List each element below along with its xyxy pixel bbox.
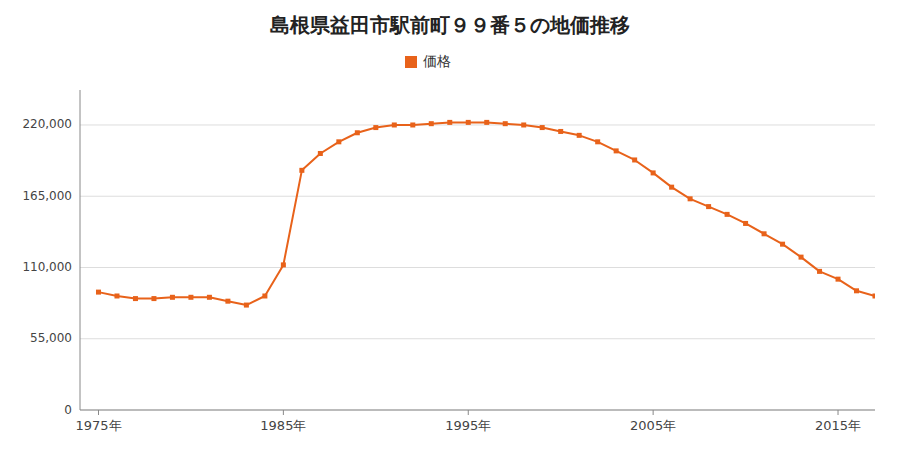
marker	[318, 151, 323, 156]
marker	[299, 168, 304, 173]
marker	[632, 157, 637, 162]
marker	[503, 121, 508, 126]
marker	[466, 120, 471, 125]
marker	[836, 277, 841, 282]
marker	[762, 231, 767, 236]
marker	[669, 185, 674, 190]
x-axis-line	[80, 410, 875, 411]
x-tick	[653, 410, 654, 415]
marker	[410, 122, 415, 127]
legend: 価格	[405, 53, 451, 69]
x-tick	[838, 410, 839, 415]
y-tick-label: 55,000	[30, 331, 72, 345]
marker	[540, 125, 545, 130]
marker	[373, 125, 378, 130]
marker	[706, 204, 711, 209]
grid-line	[80, 124, 875, 125]
legend-label: 価格	[423, 53, 451, 69]
chart: 島根県益田市駅前町９９番５の地価推移 0 55,000 110,000 165,000 2…	[0, 0, 900, 450]
marker	[188, 295, 193, 300]
marker	[854, 288, 859, 293]
marker	[725, 212, 730, 217]
axes: 0 55,000 110,000 165,000 220,000 1975年 1985年 19…	[22, 90, 875, 433]
x-tick-label: 1995年	[445, 418, 491, 433]
marker	[207, 295, 212, 300]
marker	[817, 269, 822, 274]
grid-line	[80, 338, 875, 339]
y-axis-line	[80, 90, 81, 410]
grid-line	[80, 196, 875, 197]
title: 島根県益田市駅前町９９番５の地価推移	[270, 13, 630, 37]
marker	[614, 148, 619, 153]
marker	[281, 262, 286, 267]
marker	[799, 255, 804, 260]
x-tick	[468, 410, 469, 415]
marker	[151, 296, 156, 301]
y-tick-label: 110,000	[22, 260, 72, 274]
grid-line	[80, 267, 875, 268]
y-tick-label: 165,000	[22, 189, 72, 203]
legend-swatch	[405, 56, 417, 68]
background	[0, 0, 900, 450]
line	[98, 122, 875, 305]
marker	[558, 129, 563, 134]
marker	[114, 293, 119, 298]
plot-area	[96, 120, 875, 308]
marker	[484, 120, 489, 125]
marker	[355, 130, 360, 135]
y-tick-label: 220,000	[22, 117, 72, 131]
marker	[225, 299, 230, 304]
marker	[447, 120, 452, 125]
grid	[80, 125, 875, 410]
marker	[392, 122, 397, 127]
marker	[429, 121, 434, 126]
x-tick-label: 1985年	[260, 418, 306, 433]
marker	[595, 139, 600, 144]
x-tick-label: 2015年	[815, 418, 861, 433]
marker	[651, 170, 656, 175]
marker	[521, 122, 526, 127]
y-tick-label: 0	[64, 403, 72, 417]
marker	[577, 133, 582, 138]
marker	[336, 139, 341, 144]
x-tick	[283, 410, 284, 415]
marker	[688, 196, 693, 201]
x-tick	[98, 410, 99, 415]
marker	[743, 221, 748, 226]
marker	[873, 293, 876, 298]
marker	[96, 290, 101, 295]
x-tick-label: 2005年	[630, 418, 676, 433]
marker	[262, 293, 267, 298]
marker	[244, 303, 249, 308]
marker	[780, 242, 785, 247]
grid-line	[80, 410, 875, 411]
x-tick-label: 1975年	[75, 418, 121, 433]
marker	[133, 296, 138, 301]
marker	[170, 295, 175, 300]
